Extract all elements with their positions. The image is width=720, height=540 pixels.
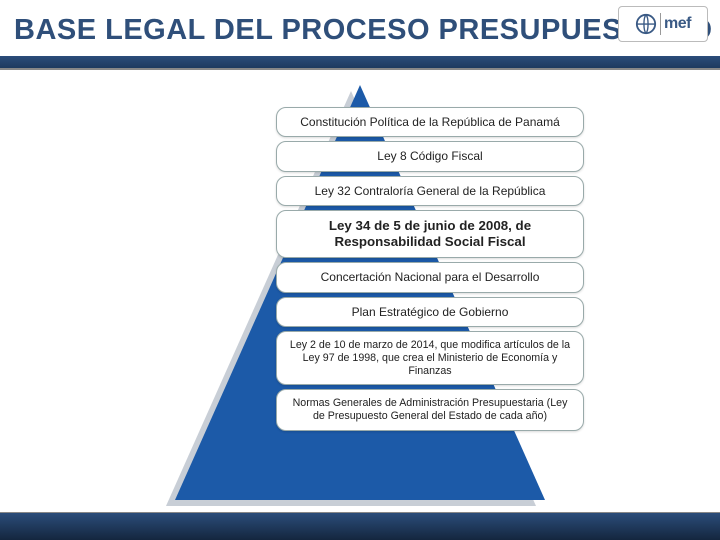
list-item: Ley 2 de 10 de marzo de 2014, que modifi… (276, 331, 584, 385)
list-item: Normas Generales de Administración Presu… (276, 389, 584, 431)
logo-divider (660, 13, 661, 35)
item-box-5: Concertación Nacional para el Desarrollo (276, 262, 584, 292)
footer-band (0, 512, 720, 540)
logo: mef (618, 6, 708, 42)
header-stripe (0, 56, 720, 68)
main-content: Constitución Política de la República de… (0, 85, 720, 505)
item-text: Ley 32 Contraloría General de la Repúbli… (289, 184, 571, 198)
item-text: Ley 34 de 5 de junio de 2008, de Respons… (289, 218, 571, 250)
list-item: Ley 34 de 5 de junio de 2008, de Respons… (276, 210, 584, 258)
item-text: Concertación Nacional para el Desarrollo (289, 270, 571, 284)
item-box-3: Ley 32 Contraloría General de la Repúbli… (276, 176, 584, 206)
item-text: Normas Generales de Administración Presu… (289, 397, 571, 423)
item-box-7: Ley 2 de 10 de marzo de 2014, que modifi… (276, 331, 584, 385)
item-box-4: Ley 34 de 5 de junio de 2008, de Respons… (276, 210, 584, 258)
list-item: Ley 32 Contraloría General de la Repúbli… (276, 176, 584, 206)
item-box-6: Plan Estratégico de Gobierno (276, 297, 584, 327)
item-box-2: Ley 8 Código Fiscal (276, 141, 584, 171)
list-item: Plan Estratégico de Gobierno (276, 297, 584, 327)
list-item: Constitución Política de la República de… (276, 107, 584, 137)
globe-icon (635, 13, 657, 35)
item-box-1: Constitución Política de la República de… (276, 107, 584, 137)
slide: BASE LEGAL DEL PROCESO PRESUPUESTARIO me… (0, 0, 720, 540)
list-item: Ley 8 Código Fiscal (276, 141, 584, 171)
item-box-8: Normas Generales de Administración Presu… (276, 389, 584, 431)
page-title: BASE LEGAL DEL PROCESO PRESUPUESTARIO (14, 14, 713, 47)
list-item: Concertación Nacional para el Desarrollo (276, 262, 584, 292)
header-underline (0, 68, 720, 70)
logo-inner: mef (635, 13, 691, 35)
item-text: Ley 2 de 10 de marzo de 2014, que modifi… (289, 339, 571, 377)
header: BASE LEGAL DEL PROCESO PRESUPUESTARIO me… (0, 0, 720, 70)
legal-basis-list: Constitución Política de la República de… (276, 107, 584, 431)
item-text: Plan Estratégico de Gobierno (289, 305, 571, 319)
logo-text: mef (664, 15, 691, 33)
title-text: BASE LEGAL DEL PROCESO PRESUPUESTARIO (14, 14, 713, 46)
item-text: Constitución Política de la República de… (289, 115, 571, 129)
item-text: Ley 8 Código Fiscal (289, 149, 571, 163)
